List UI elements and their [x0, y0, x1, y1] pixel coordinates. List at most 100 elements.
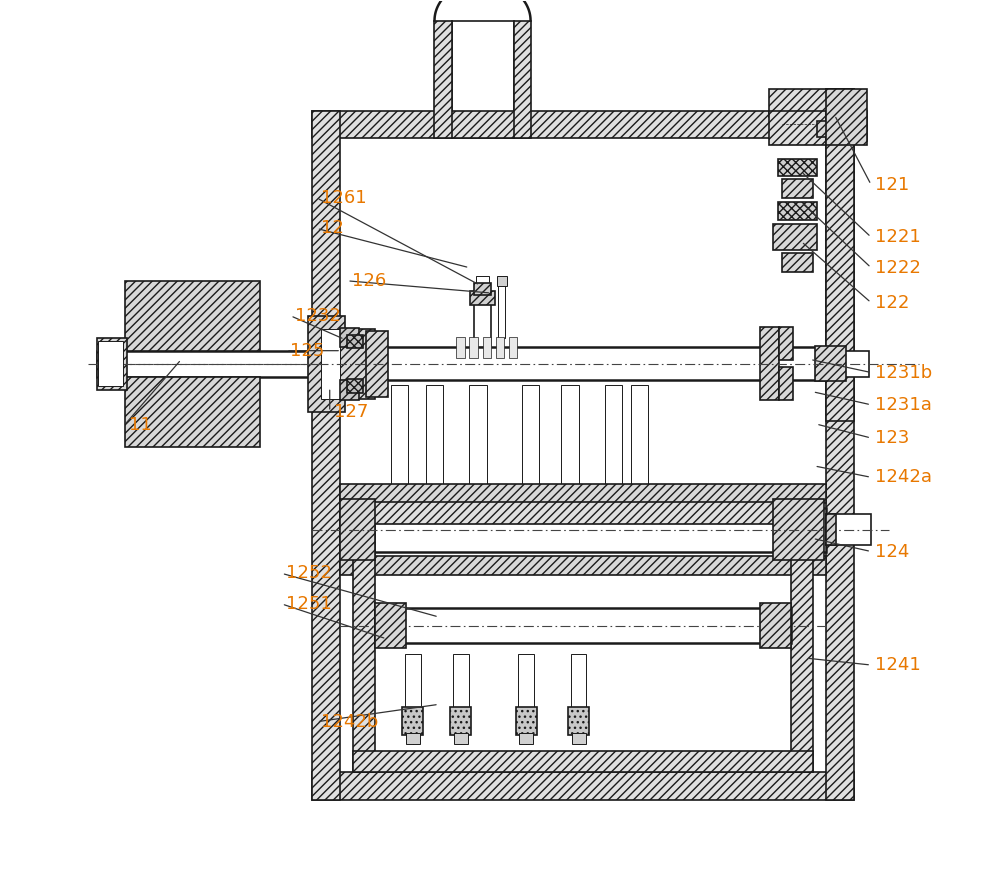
Bar	[125, 377, 260, 447]
Bar	[375, 603, 406, 648]
Bar	[312, 773, 854, 801]
Bar	[476, 276, 489, 285]
Bar	[402, 707, 423, 735]
Bar	[782, 253, 813, 272]
Bar	[518, 653, 534, 709]
Bar	[353, 502, 813, 524]
Bar	[454, 733, 468, 744]
Bar	[353, 751, 813, 773]
Bar	[97, 337, 127, 390]
Bar	[826, 350, 836, 377]
Bar	[97, 350, 340, 377]
Bar	[375, 608, 791, 643]
Text: 121: 121	[875, 176, 910, 194]
Text: 1242a: 1242a	[875, 469, 932, 486]
Bar	[470, 292, 495, 305]
Bar	[340, 380, 359, 399]
Bar	[826, 110, 854, 801]
Bar	[340, 484, 826, 504]
Bar	[426, 385, 443, 505]
Bar	[815, 346, 846, 381]
Bar	[791, 502, 813, 773]
Bar	[496, 336, 504, 357]
Bar	[405, 653, 421, 709]
Bar	[769, 88, 854, 117]
Bar	[779, 367, 793, 400]
Bar	[450, 707, 471, 735]
Bar	[498, 282, 505, 338]
Text: 123: 123	[875, 429, 910, 447]
Bar	[509, 336, 517, 357]
Bar	[340, 499, 375, 561]
Text: 1241: 1241	[875, 656, 921, 674]
Bar	[826, 514, 836, 546]
Bar	[347, 379, 363, 392]
Bar	[826, 88, 867, 145]
Bar	[434, 21, 452, 138]
Bar	[561, 385, 579, 505]
Bar	[347, 335, 363, 348]
Text: 1231a: 1231a	[875, 396, 932, 413]
Bar	[631, 385, 648, 505]
Bar	[778, 202, 817, 220]
Text: 124: 124	[875, 542, 910, 561]
Bar	[340, 347, 826, 380]
Bar	[456, 336, 465, 357]
Text: 1242b: 1242b	[321, 713, 378, 731]
Bar	[778, 159, 817, 176]
Bar	[779, 327, 793, 360]
Bar	[817, 121, 852, 137]
Bar	[605, 385, 622, 505]
Bar	[519, 733, 533, 744]
Text: 1261: 1261	[321, 189, 367, 207]
Bar	[340, 508, 826, 552]
Bar	[308, 315, 345, 412]
Bar	[572, 733, 586, 744]
Bar	[497, 276, 507, 286]
Bar	[851, 110, 867, 141]
Bar	[312, 110, 340, 801]
Bar	[474, 295, 491, 347]
Bar	[826, 88, 854, 420]
Text: 1231b: 1231b	[875, 364, 933, 382]
Bar	[571, 653, 586, 709]
Bar	[453, 653, 469, 709]
Bar	[782, 179, 813, 198]
Bar	[760, 327, 779, 400]
Bar	[516, 707, 537, 735]
Text: 1221: 1221	[875, 228, 921, 246]
Bar	[391, 385, 408, 505]
Bar	[773, 224, 817, 251]
Text: 125: 125	[290, 342, 325, 360]
Text: 122: 122	[875, 293, 910, 312]
Text: 127: 127	[334, 403, 368, 420]
Text: 126: 126	[352, 272, 386, 290]
Text: 1222: 1222	[875, 258, 921, 277]
Bar	[340, 556, 826, 576]
Bar	[760, 603, 791, 648]
Bar	[366, 330, 388, 397]
Bar	[312, 110, 854, 138]
Bar	[340, 328, 375, 399]
Bar	[452, 21, 514, 138]
Text: 1232: 1232	[295, 307, 341, 325]
Bar	[98, 341, 123, 386]
Bar	[522, 385, 539, 505]
Bar	[568, 707, 589, 735]
Bar	[826, 514, 871, 546]
Bar	[469, 336, 478, 357]
Bar	[340, 328, 359, 347]
Bar	[321, 328, 340, 399]
Text: 1251: 1251	[286, 595, 332, 613]
Bar	[769, 110, 826, 145]
Text: 11: 11	[129, 416, 152, 434]
Bar	[406, 733, 420, 744]
Text: 12: 12	[321, 219, 344, 237]
Text: 1252: 1252	[286, 564, 332, 583]
Bar	[514, 21, 531, 138]
Bar	[125, 281, 260, 350]
Bar	[773, 499, 824, 561]
Bar	[469, 385, 487, 505]
Bar	[826, 350, 869, 377]
Bar	[483, 336, 491, 357]
